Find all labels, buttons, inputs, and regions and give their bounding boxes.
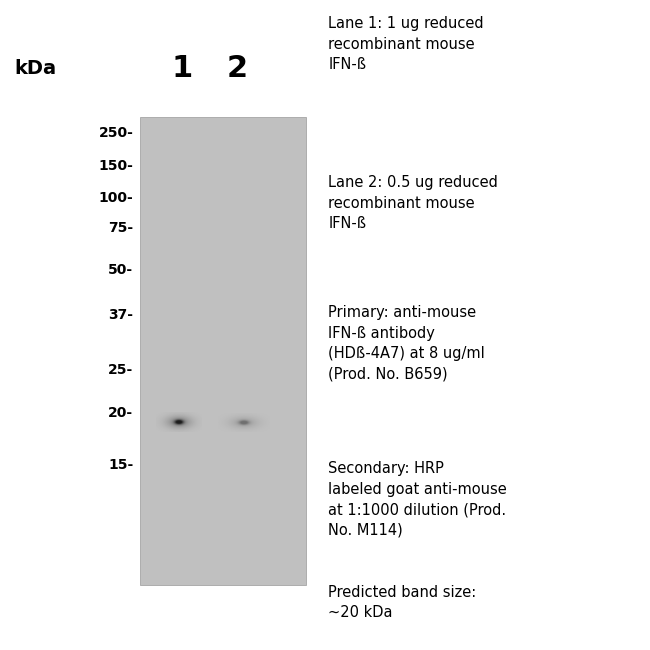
- Text: Secondary: HRP
labeled goat anti-mouse
at 1:1000 dilution (Prod.
No. M114): Secondary: HRP labeled goat anti-mouse a…: [328, 462, 507, 538]
- Text: 20-: 20-: [108, 406, 133, 420]
- Text: 50-: 50-: [108, 263, 133, 277]
- Text: 37-: 37-: [109, 308, 133, 322]
- Bar: [140, 117, 306, 585]
- Text: 2: 2: [227, 54, 248, 83]
- Text: 15-: 15-: [108, 458, 133, 472]
- Text: 75-: 75-: [108, 220, 133, 235]
- Text: 100-: 100-: [99, 191, 133, 205]
- Text: Lane 2: 0.5 ug reduced
recombinant mouse
IFN-ß: Lane 2: 0.5 ug reduced recombinant mouse…: [328, 176, 498, 231]
- Text: kDa: kDa: [15, 58, 57, 78]
- Text: 150-: 150-: [98, 159, 133, 173]
- Text: 25-: 25-: [108, 363, 133, 378]
- Text: Lane 1: 1 ug reduced
recombinant mouse
IFN-ß: Lane 1: 1 ug reduced recombinant mouse I…: [328, 16, 484, 72]
- Text: 1: 1: [172, 54, 192, 83]
- Text: 250-: 250-: [98, 126, 133, 140]
- Text: Primary: anti-mouse
IFN-ß antibody
(HDß-4A7) at 8 ug/ml
(Prod. No. B659): Primary: anti-mouse IFN-ß antibody (HDß-…: [328, 306, 485, 382]
- Text: Predicted band size:
~20 kDa: Predicted band size: ~20 kDa: [328, 585, 476, 620]
